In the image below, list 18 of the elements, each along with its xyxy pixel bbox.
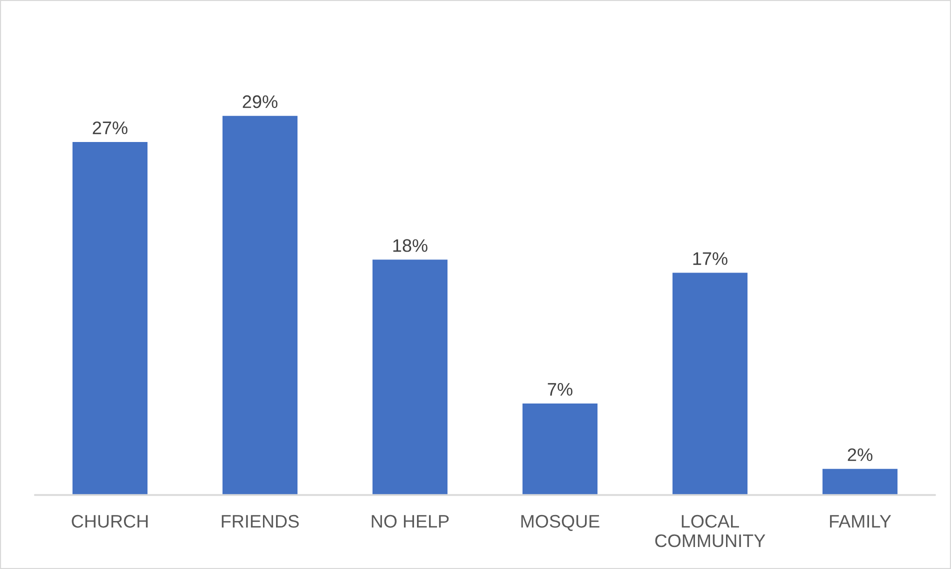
x-tick-label: FAMILY	[830, 515, 892, 528]
x-tick-label: CHURCH	[72, 514, 148, 528]
data-label: 17%	[693, 252, 728, 265]
data-label: 7%	[548, 383, 572, 396]
bar	[822, 468, 898, 495]
x-tick-label: NO HELP	[372, 514, 449, 528]
data-label: 18%	[393, 239, 428, 252]
data-label: 2%	[848, 448, 872, 462]
bar	[72, 142, 148, 495]
x-tick-label: MOSQUE	[521, 514, 600, 531]
x-tick-label: FRIENDS	[222, 514, 299, 528]
bar	[372, 260, 448, 495]
bar	[672, 272, 748, 495]
bar	[522, 403, 598, 495]
bar	[222, 116, 298, 495]
x-tick-label: LOCAL COMMUNITY	[655, 514, 766, 548]
data-label: 29%	[242, 95, 278, 108]
data-label: 27%	[92, 121, 128, 134]
